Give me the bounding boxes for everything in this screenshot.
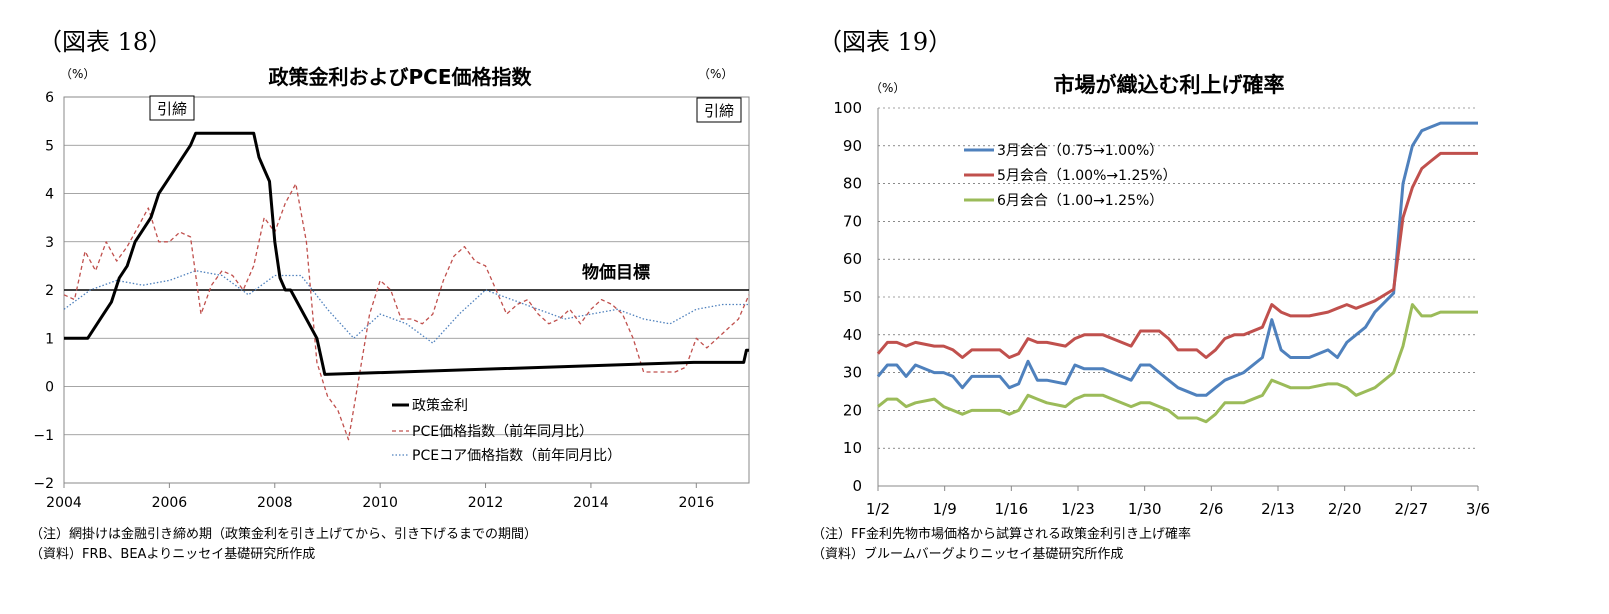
x-tick-label: 1/23 [1061, 500, 1095, 518]
legend-label: 3月会合（0.75→1.00%） [997, 143, 1163, 159]
y-tick-label: 5 [45, 138, 54, 154]
x-tick-label: 2012 [468, 495, 504, 511]
y-tick-label: −1 [33, 428, 54, 444]
legend-label: PCE価格指数（前年同月比） [412, 423, 593, 440]
series-line-2 [877, 303, 1478, 424]
y-tick-label: 0 [852, 477, 862, 495]
x-tick-label: 2010 [362, 495, 398, 511]
figure-18-panel: （図表 18） −2 −1 0 1 2 3 4 5 6 2004 2006 2008 2010 2012 2… [0, 0, 800, 614]
y-unit-label-right: （%） [698, 67, 733, 81]
y-tick-label: 90 [843, 137, 862, 155]
y-tick-label: 4 [45, 187, 54, 203]
legend-label: 政策金利 [412, 397, 468, 414]
y-tick-label: 30 [843, 364, 862, 382]
figure-19-source: （資料）ブルームバーグよりニッセイ基礎研究所作成 [812, 547, 1124, 562]
x-tick-label: 3/6 [1466, 500, 1490, 518]
x-tick-label: 2014 [573, 495, 609, 511]
y-tick-label: 0 [45, 380, 54, 396]
y-tick-label: 1 [45, 331, 54, 347]
tightening-label: 引締 [157, 100, 187, 118]
y-tick-label: 6 [45, 90, 54, 106]
series-line-0 [64, 131, 749, 376]
tightening-label: 引締 [704, 102, 734, 120]
figure-18-label: （図表 18） [38, 28, 173, 56]
x-tick-label: 1/9 [933, 500, 957, 518]
series-line-1 [876, 151, 1478, 359]
figure-19-label: （図表 19） [818, 28, 953, 56]
figure-19-note: （注）FF金利先物市場価格から試算される政策金利引き上げ確率 [812, 527, 1191, 542]
series-line-0 [876, 121, 1478, 397]
x-tick-label: 2/6 [1199, 500, 1223, 518]
legend-label: 6月会合（1.00→1.25%） [997, 193, 1163, 209]
chart-title: 政策金利およびPCE価格指数 [269, 65, 533, 89]
tightening-label-box [696, 97, 742, 123]
x-tick-label: 2/20 [1328, 500, 1362, 518]
legend-label: PCEコア価格指数（前年同月比） [412, 447, 621, 464]
y-tick-label: 60 [843, 250, 862, 268]
y-unit-label: （%） [870, 81, 905, 95]
x-tick-label: 1/30 [1128, 500, 1162, 518]
x-tick-label: 2008 [257, 495, 293, 511]
target-label: 物価目標 [582, 262, 650, 283]
figure-19-panel: （図表 19） 0 10 20 30 40 50 60 70 80 90 100 1/2 1/9 1/16… [800, 0, 1609, 614]
x-tick-label: 2/13 [1261, 500, 1295, 518]
y-unit-label: （%） [60, 67, 95, 81]
y-tick-label: 3 [45, 235, 54, 251]
legend-label: 5月会合（1.00%→1.25%） [997, 168, 1177, 184]
y-tick-label: 40 [843, 326, 862, 344]
y-tick-label: 50 [843, 288, 862, 306]
x-tick-label: 2016 [678, 495, 714, 511]
y-tick-label: 80 [843, 175, 862, 193]
x-tick-label: 2006 [152, 495, 188, 511]
tightening-label-box [149, 95, 195, 121]
y-tick-label: 70 [843, 212, 862, 230]
y-tick-label: −2 [33, 476, 54, 492]
x-tick-label: 2/27 [1394, 500, 1428, 518]
chart-title: 市場が織込む利上げ確率 [1054, 73, 1285, 97]
y-tick-label: 100 [833, 99, 862, 117]
x-tick-label: 1/16 [994, 500, 1028, 518]
x-tick-label: 1/2 [866, 500, 890, 518]
series-line-1 [63, 183, 750, 441]
y-tick-label: 10 [843, 439, 862, 457]
y-tick-label: 20 [843, 401, 862, 419]
figure-18-note: （注）網掛けは金融引き締め期（政策金利を引き上げてから、引き下げるまでの期間） [30, 527, 538, 542]
series-line-2 [63, 270, 749, 344]
figure-18-source: （資料）FRB、BEAよりニッセイ基礎研究所作成 [30, 547, 316, 562]
x-tick-label: 2004 [46, 495, 82, 511]
y-tick-label: 2 [45, 283, 54, 299]
rate-hike-probability-chart: 0 10 20 30 40 50 60 70 80 90 100 1/2 1/9 1/16 1/23 1/30… [833, 73, 1490, 518]
